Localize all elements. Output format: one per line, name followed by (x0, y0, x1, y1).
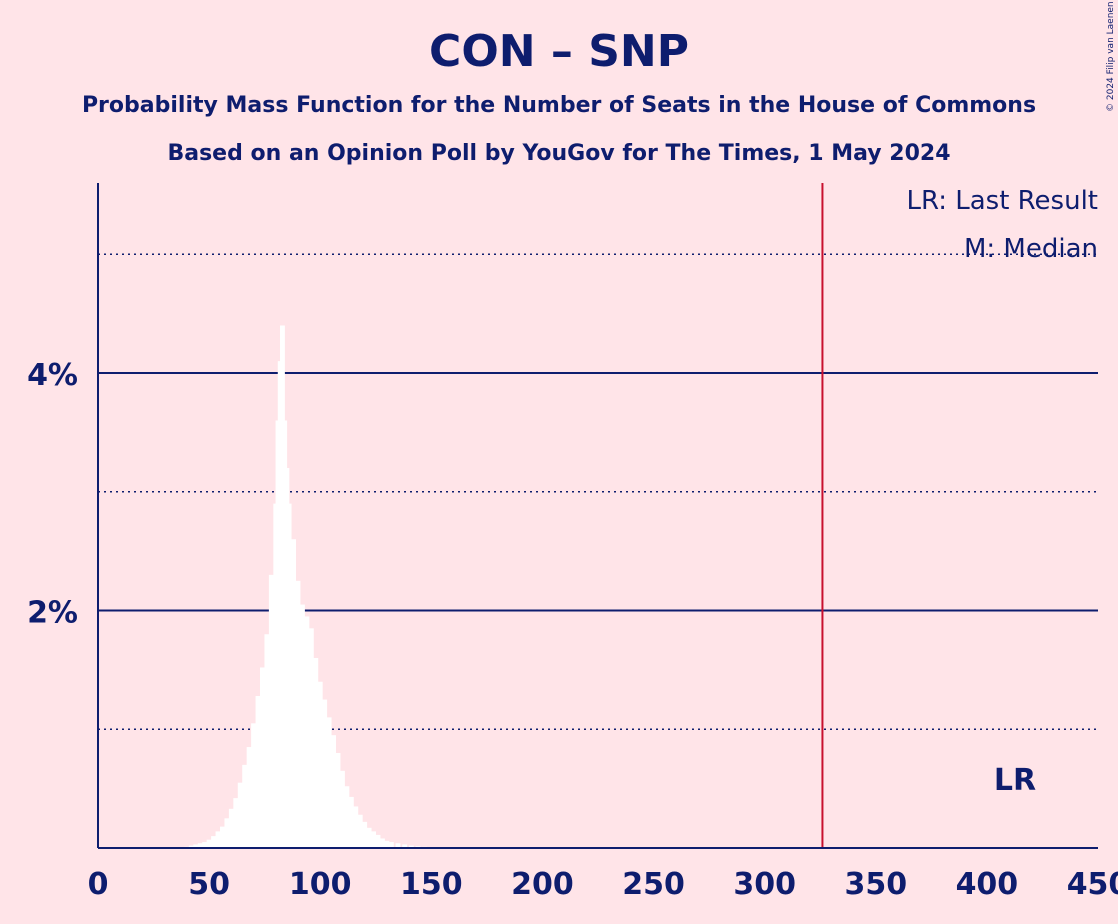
bar (224, 818, 230, 848)
chart-subtitle: Probability Mass Function for the Number… (82, 93, 1036, 118)
bar (286, 503, 292, 848)
x-tick-label: 350 (844, 867, 907, 902)
bar (313, 658, 319, 848)
bars (184, 325, 456, 848)
bar (395, 843, 401, 848)
legend-last-result: LR: Last Result (906, 186, 1098, 216)
last-result-label: LR (994, 763, 1036, 798)
chart-title: CON – SNP (429, 26, 689, 77)
bar (317, 681, 323, 848)
x-tick-label: 300 (733, 867, 796, 902)
bar (220, 826, 225, 848)
bar (357, 814, 363, 848)
x-tick-label: 400 (956, 867, 1019, 902)
bar (340, 770, 345, 848)
bar (304, 616, 310, 848)
bar (326, 717, 332, 848)
axes (97, 183, 1098, 849)
bar (408, 845, 414, 848)
bar (344, 786, 350, 848)
bar (371, 831, 376, 848)
bar (228, 808, 234, 848)
bar (233, 798, 239, 848)
bar (193, 844, 199, 848)
bar (375, 834, 381, 848)
bar (255, 696, 261, 848)
tick-labels: 0 50 100 150 200 250 300 350 400 450 2% 4% (27, 358, 1118, 902)
bar (291, 539, 296, 848)
bar (206, 839, 212, 848)
bar (335, 753, 341, 848)
x-tick-label: 450 (1067, 867, 1118, 902)
x-tick-label: 100 (289, 867, 352, 902)
x-tick-label: 150 (400, 867, 463, 902)
bar (331, 735, 336, 848)
bar (202, 842, 208, 848)
bar (295, 580, 301, 848)
bar (362, 821, 368, 848)
copyright-text: © 2024 Filip van Laenen (1106, 1, 1116, 112)
bar (353, 806, 359, 848)
bar (380, 838, 385, 848)
bar (366, 827, 372, 848)
x-tick-label: 0 (88, 867, 109, 902)
chart-subtitle-source: Based on an Opinion Poll by YouGov for T… (167, 141, 950, 166)
bar (264, 634, 270, 848)
x-tick-label: 50 (188, 867, 230, 902)
bar (308, 628, 314, 848)
bar (237, 782, 243, 848)
x-tick-label: 250 (622, 867, 685, 902)
bar (246, 747, 252, 848)
y-tick-label: 4% (27, 358, 78, 393)
bar (388, 842, 394, 848)
y-tick-label: 2% (27, 596, 78, 631)
bar (300, 604, 305, 848)
bar (251, 723, 256, 848)
bar (215, 831, 221, 848)
bar (348, 796, 354, 848)
bar (384, 840, 390, 848)
bar (322, 699, 328, 848)
bar (260, 667, 265, 848)
bar (211, 836, 216, 848)
bar (268, 574, 274, 848)
x-tick-label: 200 (511, 867, 574, 902)
gridlines (98, 253, 1098, 730)
bar (242, 764, 248, 848)
bar (197, 843, 203, 848)
legend-median: M: Median (964, 234, 1098, 264)
bar (402, 844, 408, 848)
bar (188, 845, 194, 848)
